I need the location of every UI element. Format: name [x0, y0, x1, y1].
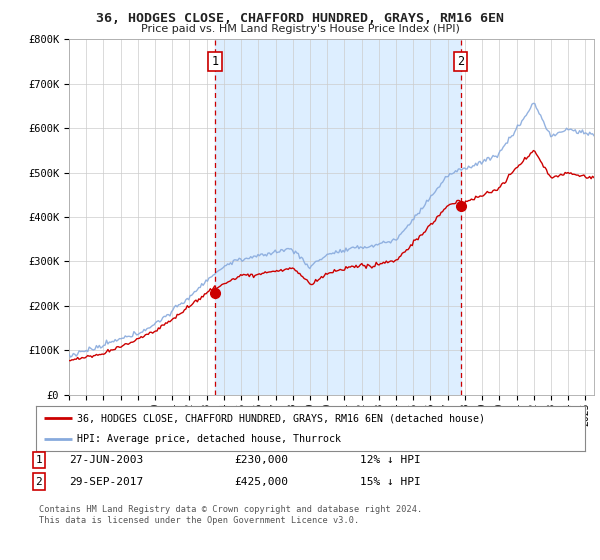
Text: 27-JUN-2003: 27-JUN-2003 — [69, 455, 143, 465]
Text: 1: 1 — [212, 55, 219, 68]
Text: HPI: Average price, detached house, Thurrock: HPI: Average price, detached house, Thur… — [77, 433, 341, 444]
Text: 2: 2 — [457, 55, 464, 68]
Text: Price paid vs. HM Land Registry's House Price Index (HPI): Price paid vs. HM Land Registry's House … — [140, 24, 460, 34]
Text: Contains HM Land Registry data © Crown copyright and database right 2024.
This d: Contains HM Land Registry data © Crown c… — [39, 505, 422, 525]
Text: 29-SEP-2017: 29-SEP-2017 — [69, 477, 143, 487]
Text: 2: 2 — [35, 477, 43, 487]
Bar — [215, 39, 461, 395]
Text: £425,000: £425,000 — [234, 477, 288, 487]
Text: 12% ↓ HPI: 12% ↓ HPI — [360, 455, 421, 465]
Text: 36, HODGES CLOSE, CHAFFORD HUNDRED, GRAYS, RM16 6EN (detached house): 36, HODGES CLOSE, CHAFFORD HUNDRED, GRAY… — [77, 413, 485, 423]
Text: 1: 1 — [35, 455, 43, 465]
Text: 15% ↓ HPI: 15% ↓ HPI — [360, 477, 421, 487]
Text: 36, HODGES CLOSE, CHAFFORD HUNDRED, GRAYS, RM16 6EN: 36, HODGES CLOSE, CHAFFORD HUNDRED, GRAY… — [96, 12, 504, 25]
Text: £230,000: £230,000 — [234, 455, 288, 465]
